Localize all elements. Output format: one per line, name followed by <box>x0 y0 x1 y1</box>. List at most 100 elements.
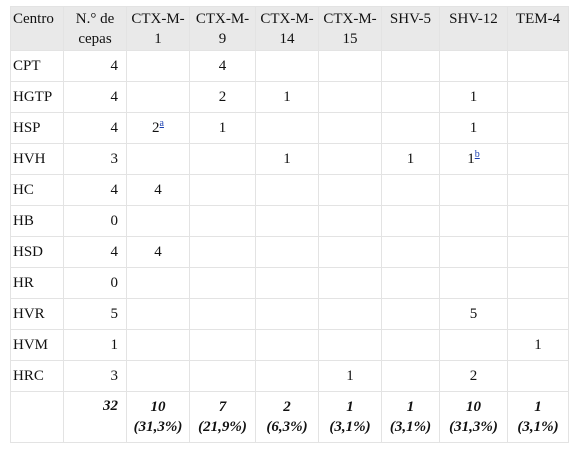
column-header-text: 14 <box>279 31 295 47</box>
enzyme-count-cell <box>255 267 319 299</box>
cepas-count-cell: 3 <box>63 360 127 392</box>
total-count: 2 <box>283 399 291 415</box>
enzyme-count-cell <box>507 143 569 175</box>
enzyme-count-cell <box>318 174 382 206</box>
enzyme-count-cell <box>381 236 440 268</box>
enzyme-count-cell <box>381 205 440 237</box>
enzyme-count-cell <box>255 236 319 268</box>
enzyme-count-cell <box>255 205 319 237</box>
enzyme-count-cell: 4 <box>126 236 190 268</box>
centro-cell: HC <box>10 174 64 206</box>
total-count: 7 <box>218 399 227 415</box>
enzyme-count-cell: 2 <box>189 81 256 113</box>
enzyme-count-cell <box>507 236 569 268</box>
total-enzyme-cell: 7 (21,9%) <box>189 391 256 443</box>
cepas-count-cell: 3 <box>63 143 127 175</box>
total-percentage: (3,1%) <box>329 419 371 435</box>
column-header: TEM-4 <box>507 6 569 51</box>
enzyme-count-cell: 5 <box>439 298 508 330</box>
column-header-text: cepas <box>78 31 112 47</box>
enzyme-count-cell <box>439 174 508 206</box>
footnote-link[interactable]: b <box>474 149 480 160</box>
enzyme-count-cell <box>381 360 440 392</box>
footnote-link[interactable]: a <box>159 118 164 129</box>
table-row: CPT 4 4 <box>10 50 569 82</box>
column-header: CTX-M- 14 <box>255 6 319 51</box>
table-row: HVR 5 5 <box>10 298 569 330</box>
enzyme-count-cell <box>189 360 256 392</box>
enzyme-count-cell <box>126 50 190 82</box>
total-enzyme-cell: 1 (3,1%) <box>507 391 569 443</box>
total-count: 10 <box>466 399 481 415</box>
enzyme-count-cell <box>126 298 190 330</box>
enzyme-count-cell <box>255 329 319 361</box>
enzyme-count-cell <box>439 329 508 361</box>
column-header: CTX-M- 1 <box>126 6 190 51</box>
enzyme-count-cell <box>318 267 382 299</box>
cepas-count-cell: 4 <box>63 50 127 82</box>
total-cepas-cell: 32 <box>63 391 127 443</box>
column-header-text: CTX-M- <box>323 11 377 27</box>
enzyme-count-cell <box>507 360 569 392</box>
enzyme-count-cell <box>189 205 256 237</box>
table-row: HVM 1 1 <box>10 329 569 361</box>
centro-cell: HVR <box>10 298 64 330</box>
enzyme-count-cell <box>318 236 382 268</box>
enzyme-count-cell <box>318 81 382 113</box>
column-header-text: CTX-M- <box>195 11 250 27</box>
enzyme-count-cell <box>126 329 190 361</box>
enzyme-count-cell: 1b <box>439 143 508 175</box>
column-header-text: 15 <box>342 31 358 47</box>
enzyme-count-cell <box>255 174 319 206</box>
centro-cell: HB <box>10 205 64 237</box>
centro-cell: HGTP <box>10 81 64 113</box>
table-row: HGTP 4 2 1 1 <box>10 81 569 113</box>
enzyme-count-cell <box>255 50 319 82</box>
enzyme-count-cell: 1 <box>255 81 319 113</box>
total-count: 1 <box>346 399 354 415</box>
total-percentage: (31,3%) <box>449 419 498 435</box>
enzyme-count-cell <box>381 50 440 82</box>
column-header: Centro <box>10 6 64 51</box>
total-enzyme-cell: 2 (6,3%) <box>255 391 319 443</box>
column-header: SHV-5 <box>381 6 440 51</box>
centro-cell: HRC <box>10 360 64 392</box>
table-row: HSD 4 4 <box>10 236 569 268</box>
total-label-cell <box>10 391 64 443</box>
total-percentage: (6,3%) <box>266 419 308 435</box>
total-row: 32 10 (31,3%) 7 (21,9%) 2 (6,3%) 1 (3,1%) 1 (3,1%)… <box>10 391 569 443</box>
enzyme-count-cell: 2 <box>439 360 508 392</box>
enzyme-count-cell <box>189 298 256 330</box>
enzyme-count-cell <box>507 205 569 237</box>
centro-cell: HVH <box>10 143 64 175</box>
total-enzyme-cell: 1 (3,1%) <box>318 391 382 443</box>
enzyme-count-cell <box>318 143 382 175</box>
centro-cell: HR <box>10 267 64 299</box>
enzyme-count-cell <box>189 267 256 299</box>
cepas-count-cell: 4 <box>63 236 127 268</box>
enzyme-count-cell <box>507 50 569 82</box>
enzyme-count-cell <box>126 360 190 392</box>
centro-cell: HSD <box>10 236 64 268</box>
enzyme-count-cell: 1 <box>381 143 440 175</box>
total-percentage: (3,1%) <box>389 419 432 435</box>
column-header: SHV-12 <box>439 6 508 51</box>
enzyme-count-cell: 1 <box>439 81 508 113</box>
enzyme-count-cell <box>507 174 569 206</box>
header-row: Centro N.° de cepas CTX-M- 1 CTX-M- 9 CTX-M- 14 C… <box>10 6 569 51</box>
cepas-count-cell: 0 <box>63 267 127 299</box>
cepas-count-cell: 4 <box>63 112 127 144</box>
column-header-text: 1 <box>154 31 162 47</box>
table-header: Centro N.° de cepas CTX-M- 1 CTX-M- 9 CTX-M- 14 C… <box>10 6 569 51</box>
column-header-text: Centro <box>13 11 54 27</box>
column-header-text: CTX-M- <box>131 11 185 27</box>
enzyme-count-cell: 4 <box>189 50 256 82</box>
total-percentage: (31,3%) <box>133 419 183 435</box>
enzyme-count-cell <box>507 267 569 299</box>
column-header-text: SHV-5 <box>389 11 432 27</box>
total-count: 1 <box>406 399 415 415</box>
enzyme-count-cell <box>126 267 190 299</box>
enzyme-count-cell <box>439 236 508 268</box>
column-header-text: 9 <box>218 31 227 47</box>
enzyme-count-cell <box>318 329 382 361</box>
